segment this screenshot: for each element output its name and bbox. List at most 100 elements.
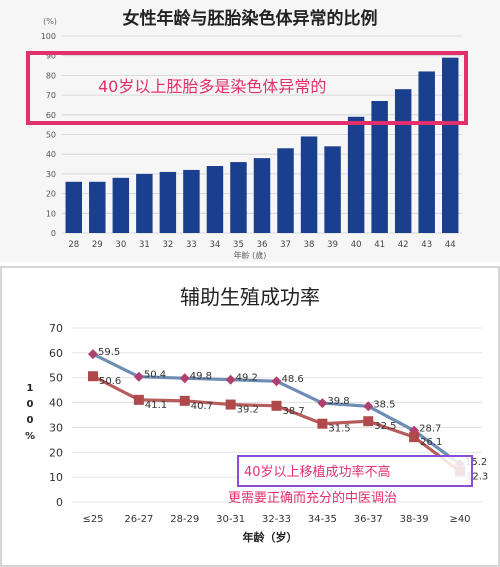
- chart2-data-label: 49.2: [236, 373, 258, 384]
- chart2-series: 59.5 50.4 49.8 49.2 48.6 39.8 38.5 28.7 15.2 50.6…: [88, 347, 488, 482]
- chart1-bar: [300, 136, 318, 233]
- chart2-point: [225, 374, 236, 385]
- chart1-x-tick-label: 39: [327, 240, 338, 250]
- chart1-y-tick-label: 20: [46, 190, 56, 199]
- chart1-x-tick-label: 32: [162, 240, 173, 250]
- chart-divider: [0, 262, 500, 266]
- chart2-point: [133, 371, 144, 382]
- chart2-data-label: 26.1: [420, 437, 442, 448]
- chart1-title: 女性年龄与胚胎染色体异常的比例: [123, 8, 378, 29]
- chart2-ylabel: 1 0 0%: [25, 383, 35, 442]
- chart2-point: [179, 373, 190, 384]
- chart1-x-ticks: 28 29 30 31 32 33 34 35 36 37 38 39 40 41 42 43 44: [68, 240, 455, 250]
- chart2-xlabel: 年龄（岁）: [243, 530, 298, 544]
- chart2-x-tick-label: 32-33: [262, 514, 291, 525]
- chart2-data-label: 15.2: [465, 457, 487, 468]
- chart2-point: [317, 398, 328, 409]
- chart2-data-label: 41.1: [145, 400, 167, 411]
- chart1-xlabel: 年齡 (歲): [234, 250, 267, 260]
- chart-ivf-success-rate: 0 10 20 30 40 50 60 70 ≤25 26-27 28-29 30-31 32-33 3…: [0, 266, 500, 567]
- chart1-x-tick-label: 38: [304, 240, 315, 250]
- chart2-point: [271, 400, 282, 411]
- chart1-bar: [371, 101, 388, 233]
- chart1-bar: [183, 169, 200, 233]
- chart1-bar: [112, 177, 130, 233]
- chart1-annotation-box: [26, 51, 468, 125]
- chart2-data-label: 28.7: [419, 424, 441, 435]
- chart2-point: [88, 349, 98, 360]
- chart2-data-label: 59.5: [98, 347, 120, 358]
- chart2-y-tick-label: 20: [49, 446, 63, 459]
- chart2-y-tick-label: 10: [49, 471, 63, 484]
- chart2-data-label: 49.8: [190, 371, 212, 382]
- chart2-x-tick-label: 34-35: [308, 514, 337, 525]
- chart1-x-tick-label: 36: [257, 240, 268, 250]
- chart1-y-tick-label: 40: [46, 150, 56, 159]
- chart1-x-tick-label: 29: [92, 240, 103, 250]
- chart2-point: [409, 432, 420, 443]
- chart1-x-tick-label: 41: [374, 240, 385, 250]
- chart2-point: [363, 401, 374, 412]
- chart2-x-tick-label: ≤25: [82, 514, 103, 525]
- chart1-x-tick-label: 33: [186, 240, 197, 250]
- chart2-data-label: 50.6: [99, 376, 121, 387]
- chart1-y-ticks: 0 10 20 30 40 50 60 70 80 90 100: [41, 32, 56, 238]
- chart1-x-tick-label: 34: [210, 240, 221, 250]
- chart1-y-tick-label: 10: [46, 209, 56, 218]
- chart2-point: [225, 399, 236, 410]
- chart2-y-tick-label: 40: [49, 397, 63, 410]
- chart1-bar: [230, 162, 247, 233]
- chart2-x-tick-label: ≥40: [449, 514, 470, 525]
- chart2-data-label: 39.2: [237, 405, 259, 416]
- chart-embryo-abnormality: 0 10 20 30 40 50 60 70 80 90 100 28 29 30 31 32 33 34 35 3…: [0, 0, 500, 262]
- chart1-bars: [65, 57, 459, 234]
- chart2-data-label: 32.5: [374, 421, 396, 432]
- chart1-y-tick-label: 70: [46, 91, 56, 100]
- chart2-point: [179, 395, 190, 406]
- chart2-title: 辅助生殖成功率: [180, 285, 320, 309]
- chart1-x-tick-label: 35: [233, 240, 244, 250]
- chart2-annotation-line1: 40岁以上移植成功率不高: [244, 464, 391, 480]
- chart2-y-ticks: 0 10 20 30 40 50 60 70: [49, 322, 63, 509]
- chart2-data-label: 38.7: [283, 406, 305, 417]
- chart1-x-tick-label: 30: [115, 240, 126, 250]
- chart1-y-tick-label: 0: [51, 229, 56, 238]
- chart1-x-tick-label: 31: [139, 240, 150, 250]
- chart1-x-tick-label: 43: [421, 240, 432, 250]
- chart1-x-tick-label: 28: [68, 240, 79, 250]
- chart1-bar: [324, 146, 341, 233]
- chart2-point: [133, 394, 144, 405]
- chart1-ylabel: (%): [43, 17, 57, 26]
- chart2-annotation-box: [237, 455, 473, 487]
- chart1-y-tick-label: 100: [41, 32, 56, 41]
- chart2-y-tick-label: 30: [49, 421, 63, 434]
- chart2-point: [88, 371, 98, 382]
- chart1-bar: [418, 71, 435, 234]
- chart2-x-tick-label: 38-39: [400, 514, 429, 525]
- chart1-bar: [253, 158, 271, 233]
- chart1-annotation-text: 40岁以上胚胎多是染色体异常的: [98, 77, 326, 96]
- chart1-bar: [89, 181, 106, 233]
- chart1-y-tick-label: 50: [46, 131, 56, 140]
- chart1-y-tick-label: 60: [46, 111, 56, 120]
- chart1-bar: [206, 166, 224, 233]
- chart1-x-tick-label: 42: [398, 240, 409, 250]
- chart1-bar: [136, 173, 153, 233]
- chart2-x-tick-label: 36-37: [354, 514, 383, 525]
- chart2-data-label: 31.5: [328, 424, 350, 435]
- chart2-point: [363, 416, 374, 427]
- chart2-data-label: 50.4: [144, 370, 166, 381]
- chart2-data-label: 12.3: [466, 471, 488, 482]
- chart1-x-tick-label: 37: [280, 240, 291, 250]
- chart1-bar: [394, 89, 412, 233]
- chart2-y-tick-label: 70: [49, 322, 63, 335]
- chart2-y-tick-label: 60: [49, 347, 63, 360]
- chart1-bar: [277, 148, 294, 233]
- chart2-data-label: 38.5: [373, 399, 395, 410]
- chart1-bar: [442, 57, 459, 233]
- chart1-bar: [159, 171, 177, 233]
- chart2-y-tick-label: 0: [56, 496, 63, 509]
- chart2-annotation-line2: 更需要正确而充分的中医调治: [228, 490, 397, 506]
- chart2-y-tick-label: 50: [49, 372, 63, 385]
- chart1-x-tick-label: 40: [351, 240, 362, 250]
